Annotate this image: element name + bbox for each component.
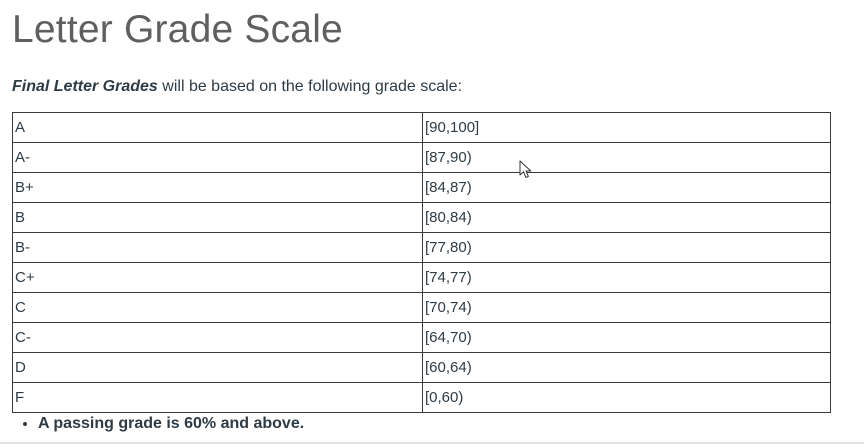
grade-letter-cell: C+ bbox=[12, 262, 423, 293]
grade-range-cell: [84,87) bbox=[422, 172, 831, 203]
grade-letter-cell: B- bbox=[12, 232, 423, 263]
grade-range-cell: [80,84) bbox=[422, 202, 831, 233]
grade-row: F [0,60) bbox=[12, 382, 831, 413]
grade-row: C- [64,70) bbox=[12, 322, 831, 353]
bottom-divider bbox=[0, 442, 864, 444]
notes-list: A passing grade is 60% and above. bbox=[12, 413, 304, 435]
grade-letter-cell: D bbox=[12, 352, 423, 383]
grade-range-cell: [87,90) bbox=[422, 142, 831, 173]
grade-range-cell: [90,100] bbox=[422, 112, 831, 143]
grade-row: D [60,64) bbox=[12, 352, 831, 383]
grade-row: A- [87,90) bbox=[12, 142, 831, 173]
grade-scale-rows: A [90,100] A- [87,90) B+ [84,87) B [80,84) B- [77… bbox=[12, 112, 831, 413]
grade-letter-cell: F bbox=[12, 382, 423, 413]
grade-letter-cell: C bbox=[12, 292, 423, 323]
grade-scale-table: A [90,100] A- [87,90) B+ [84,87) B [80,84) B- [77… bbox=[12, 112, 831, 413]
grade-row: C+ [74,77) bbox=[12, 262, 831, 293]
note-item: A passing grade is 60% and above. bbox=[38, 413, 304, 435]
grade-row: B- [77,80) bbox=[12, 232, 831, 263]
grade-range-cell: [74,77) bbox=[422, 262, 831, 293]
grade-letter-cell: B bbox=[12, 202, 423, 233]
grade-letter-cell: A bbox=[12, 112, 423, 143]
intro-rest: will be based on the following grade sca… bbox=[157, 78, 463, 95]
grade-range-cell: [70,74) bbox=[422, 292, 831, 323]
grade-row: B+ [84,87) bbox=[12, 172, 831, 203]
mouse-pointer-icon bbox=[519, 160, 532, 178]
grade-letter-cell: A- bbox=[12, 142, 423, 173]
grade-range-cell: [77,80) bbox=[422, 232, 831, 263]
grade-range-cell: [60,64) bbox=[422, 352, 831, 383]
grade-row: A [90,100] bbox=[12, 112, 831, 143]
intro-emphasis: Final Letter Grades bbox=[12, 78, 158, 95]
grade-row: C [70,74) bbox=[12, 292, 831, 323]
page-title: Letter Grade Scale bbox=[12, 8, 343, 51]
grade-range-cell: [64,70) bbox=[422, 322, 831, 353]
grade-range-cell: [0,60) bbox=[422, 382, 831, 413]
intro-text: Final Letter Grades will be based on the… bbox=[12, 77, 462, 97]
grade-letter-cell: C- bbox=[12, 322, 423, 353]
grade-row: B [80,84) bbox=[12, 202, 831, 233]
grade-letter-cell: B+ bbox=[12, 172, 423, 203]
